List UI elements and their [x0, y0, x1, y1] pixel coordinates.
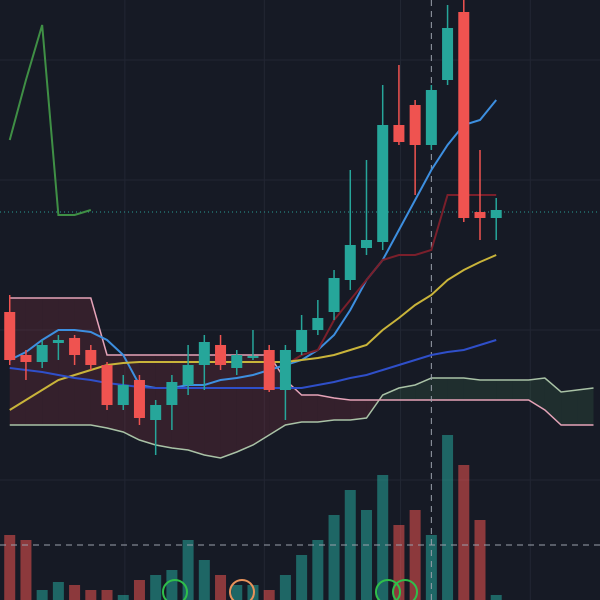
cloud-fill: [317, 395, 335, 422]
signal-marker: [392, 579, 418, 600]
candle-body: [312, 318, 324, 330]
volume-bar: [52, 582, 64, 600]
candle-body: [20, 355, 32, 362]
candle-body: [198, 342, 210, 365]
candle-body: [360, 240, 372, 248]
cloud-fill: [204, 355, 221, 458]
signal-marker: [229, 579, 255, 600]
candle-body: [425, 90, 437, 145]
candle-body: [166, 382, 178, 405]
volume-bar: [150, 575, 162, 600]
candle-body: [182, 365, 194, 385]
cloud-fill: [220, 355, 237, 458]
indicator-line: [9, 339, 497, 389]
candle-body: [296, 330, 308, 352]
candle-body: [409, 105, 421, 145]
volume-bar: [85, 590, 97, 600]
volume-bar: [312, 540, 324, 600]
volume-bar: [344, 490, 356, 600]
cloud-fill: [463, 378, 480, 400]
volume-bar: [20, 540, 32, 600]
cloud-fill: [496, 380, 513, 400]
cloud-fill: [139, 355, 156, 445]
candle-body: [247, 356, 259, 358]
candle-body: [215, 345, 227, 365]
volume-bar: [133, 580, 145, 600]
volume-bar: [4, 535, 16, 600]
cloud-fill: [447, 378, 464, 400]
candle-body: [52, 340, 64, 343]
candle-body: [101, 365, 113, 405]
volume-bar: [215, 575, 227, 600]
volume-bar: [458, 465, 470, 600]
cloud-fill: [285, 380, 302, 425]
cloud-fill: [480, 380, 497, 400]
candle-body: [377, 125, 389, 242]
volume-bar: [377, 475, 389, 600]
cloud-fill: [382, 388, 399, 400]
cloud-fill: [577, 388, 594, 425]
candle-body: [263, 350, 275, 390]
indicator-line: [8, 24, 92, 216]
candle-body: [328, 278, 340, 312]
volume-bar: [182, 540, 194, 600]
candle-body: [279, 350, 291, 390]
cloud-fill: [512, 380, 529, 400]
candle-body: [458, 12, 470, 218]
volume-bar: [101, 590, 113, 600]
volume-bar: [117, 595, 129, 600]
volume-bar: [360, 510, 372, 600]
indicator-line: [9, 99, 497, 389]
volume-bar: [474, 520, 486, 600]
volume-bar: [247, 585, 259, 600]
cloud-fill: [561, 390, 578, 425]
volume-bar: [490, 595, 502, 600]
volume-bar: [166, 570, 178, 600]
cloud-fill: [334, 398, 351, 420]
cloud-fill: [431, 378, 448, 400]
candle-body: [133, 380, 145, 418]
volume-bar: [231, 585, 243, 600]
volume-bar: [263, 590, 275, 600]
cloud-fill: [350, 400, 367, 420]
candle-body: [117, 385, 129, 405]
candle-body: [36, 345, 48, 362]
volume-bar: [442, 435, 454, 600]
volume-bar: [296, 555, 308, 600]
candle-body: [474, 212, 486, 218]
cloud-fill: [236, 355, 253, 452]
candle-body: [150, 405, 162, 420]
candle-body: [69, 338, 81, 355]
candle-body: [231, 355, 243, 368]
candle-body: [393, 125, 405, 142]
cloud-fill: [58, 298, 75, 425]
cloud-fill: [155, 355, 172, 448]
volume-bar: [279, 575, 291, 600]
volume-bar: [328, 515, 340, 600]
cloud-line: [9, 297, 594, 426]
cloud-fill: [42, 298, 59, 425]
cloud-line: [9, 377, 594, 459]
volume-bar: [393, 525, 405, 600]
candle-body: [344, 245, 356, 280]
volume-bar: [409, 510, 421, 600]
volume-bar: [425, 535, 437, 600]
candle-body: [442, 28, 454, 80]
signal-marker: [375, 579, 401, 600]
cloud-fill: [301, 395, 318, 422]
candle-body: [85, 350, 97, 365]
volume-bar: [198, 560, 210, 600]
cloud-fill: [398, 385, 416, 400]
candle-body: [490, 210, 502, 218]
volume-bar: [69, 585, 81, 600]
candle-body: [4, 312, 16, 360]
volume-bar: [36, 590, 48, 600]
signal-marker: [162, 579, 188, 600]
